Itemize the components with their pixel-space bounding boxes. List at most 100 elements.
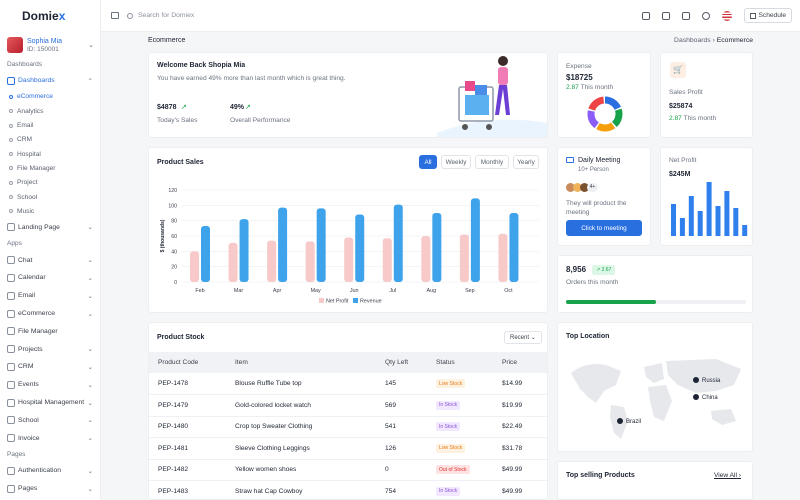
daily-meeting-card: Daily Meeting 10+ Person 4+ They will pr… (557, 147, 651, 246)
settings-icon[interactable] (681, 11, 690, 20)
net-profit-bar (679, 218, 685, 236)
tab-monthly[interactable]: Monthly (475, 155, 509, 169)
cell-item: Crop top Sweater Clothing (235, 416, 385, 438)
x-tick-label: Jun (350, 288, 359, 294)
meeting-title: Daily Meeting (578, 157, 621, 164)
table-row[interactable]: PEP-1481 Sleeve Clothing Leggings 126 Low S… (149, 437, 547, 460)
cell-qty: 541 (385, 416, 436, 438)
tab-weekly[interactable]: Weekly (441, 155, 471, 169)
world-map: Russia China Brazil (571, 359, 741, 439)
user-profile[interactable]: Sophia Mia ID: 150001 ⌄ (0, 32, 100, 57)
chat-icon (7, 256, 15, 265)
top-selling-card: Top selling Products View All › (557, 461, 753, 500)
hospital-management-icon (7, 398, 15, 407)
sidebar-subitem-email[interactable]: Email (0, 118, 100, 132)
bullet-icon (9, 94, 13, 99)
sidebar-subitem-project[interactable]: Project (0, 176, 100, 190)
theme-moon-icon[interactable] (701, 11, 710, 20)
bar-net-profit (190, 251, 199, 282)
bullet-icon (9, 180, 13, 185)
cell-qty: 0 (385, 459, 436, 481)
sidebar-subitem-analytics[interactable]: Analytics (0, 104, 100, 118)
sidebar-item-invoice[interactable]: Invoice ⌄ (0, 429, 100, 447)
cell-price: $22.49 (502, 416, 547, 438)
breadcrumb-current: Ecommerce (716, 37, 753, 44)
sidebar-item-pages[interactable]: Pages ⌄ (0, 480, 100, 498)
apps-grid-icon[interactable] (641, 11, 650, 20)
notification-icon[interactable] (661, 11, 670, 20)
expense-label: Expense (566, 63, 592, 70)
sidebar-item-calendar[interactable]: Calendar ⌄ (0, 269, 100, 287)
bar-revenue (316, 208, 326, 282)
sidebar-item-crm[interactable]: CRM ⌄ (0, 358, 100, 376)
sidebar-item-authentication[interactable]: Authentication ⌄ (0, 462, 100, 480)
chevron-down-icon: ⌄ (87, 257, 93, 265)
sidebar-item-hospital-management[interactable]: Hospital Management ⌄ (0, 394, 100, 412)
chevron-down-icon[interactable]: ⌄ (88, 42, 94, 49)
dashboard-icon (7, 76, 15, 85)
sidebar-item-school[interactable]: School ⌄ (0, 411, 100, 429)
table-row[interactable]: PEP-1483 Straw hat Cap Cowboy 754 In Stock $… (149, 480, 547, 499)
orders-badge: ↗ 2.67 (592, 265, 616, 275)
sales-label: Today's Sales (157, 117, 198, 124)
product-stock-title: Product Stock (157, 334, 205, 341)
bar-revenue (470, 198, 480, 282)
ecommerce-icon (7, 309, 15, 318)
search-input[interactable]: Search for Domiex (127, 12, 194, 19)
menu-toggle-icon[interactable] (111, 12, 119, 19)
y-axis-label: $ (thousands) (160, 219, 166, 252)
sidebar-item-email[interactable]: Email ⌄ (0, 287, 100, 305)
chevron-down-icon: ⌄ (87, 485, 93, 493)
orders-progress-fill (566, 300, 656, 304)
sidebar-subitem-hospital[interactable]: Hospital (0, 147, 100, 161)
bullet-icon (9, 152, 13, 157)
trend-up-icon: ↗ (596, 267, 601, 273)
orders-progress-track (566, 300, 746, 304)
profit-change: 2.87 (669, 115, 682, 122)
bar-revenue (432, 213, 442, 282)
sidebar-item-chat[interactable]: Chat ⌄ (0, 251, 100, 269)
sidebar-subitem-school[interactable]: School (0, 190, 100, 204)
profit-value: $25874 (669, 103, 693, 110)
cell-qty: 569 (385, 394, 436, 417)
chevron-down-icon: ⌄ (87, 292, 93, 300)
chevron-down-icon: ⌄ (87, 435, 93, 443)
column-header-qty-left: Qty Left (385, 352, 436, 373)
invoice-icon (7, 434, 15, 443)
donut-segment (587, 96, 623, 132)
sidebar-item-events[interactable]: Events ⌄ (0, 376, 100, 394)
sidebar-subitem-music[interactable]: Music (0, 204, 100, 218)
product-sales-title: Product Sales (157, 159, 204, 166)
tab-yearly[interactable]: Yearly (513, 155, 539, 169)
breadcrumb-parent[interactable]: Dashboards (674, 37, 711, 44)
cell-qty: 126 (385, 437, 436, 460)
meeting-people: 10+ Person (578, 167, 609, 173)
cell-qty: 145 (385, 373, 436, 395)
profit-period: This month (683, 115, 717, 122)
sidebar-item-projects[interactable]: Projects ⌄ (0, 340, 100, 358)
table-row[interactable]: PEP-1478 Blouse Ruffle Tube top 145 Low Sto… (149, 373, 547, 395)
donut-segment (587, 96, 623, 132)
table-row[interactable]: PEP-1480 Crop top Sweater Clothing 541 In S… (149, 416, 547, 438)
sidebar-subitem-ecommerce[interactable]: eCommerce (0, 90, 100, 104)
sidebar-item-file-manager[interactable]: File Manager (0, 322, 100, 340)
tab-all[interactable]: All (419, 155, 437, 169)
performance-label: Overall Performance (230, 117, 291, 124)
sidebar-subitem-file-manager[interactable]: File Manager (0, 161, 100, 175)
sidebar-item-dashboards[interactable]: Dashboards ⌃ (0, 72, 100, 90)
brand-logo[interactable]: Domie x (22, 9, 66, 23)
bullet-icon (9, 195, 13, 200)
sidebar-item-landing-page[interactable]: Landing Page ⌄ (0, 218, 100, 236)
table-row[interactable]: PEP-1479 Gold-colored locket watch 569 In S… (149, 394, 547, 417)
recent-filter-select[interactable]: Recent ⌄ (504, 331, 542, 344)
sidebar-item-ecommerce[interactable]: eCommerce ⌄ (0, 305, 100, 323)
sidebar-subitem-crm[interactable]: CRM (0, 133, 100, 147)
click-to-meeting-button[interactable]: Click to meeting (566, 220, 642, 236)
cell-item: Sleeve Clothing Leggings (235, 437, 385, 460)
orders-card: 8,956 ↗ 2.67 Orders this month (557, 255, 753, 313)
table-row[interactable]: PEP-1482 Yellow women shoes 0 Out of Stock $… (149, 459, 547, 481)
cell-code: PEP-1478 (149, 373, 235, 395)
view-all-link[interactable]: View All › (714, 472, 741, 479)
schedule-button[interactable]: Schedule (743, 8, 792, 23)
language-flag-icon[interactable] (721, 10, 732, 21)
